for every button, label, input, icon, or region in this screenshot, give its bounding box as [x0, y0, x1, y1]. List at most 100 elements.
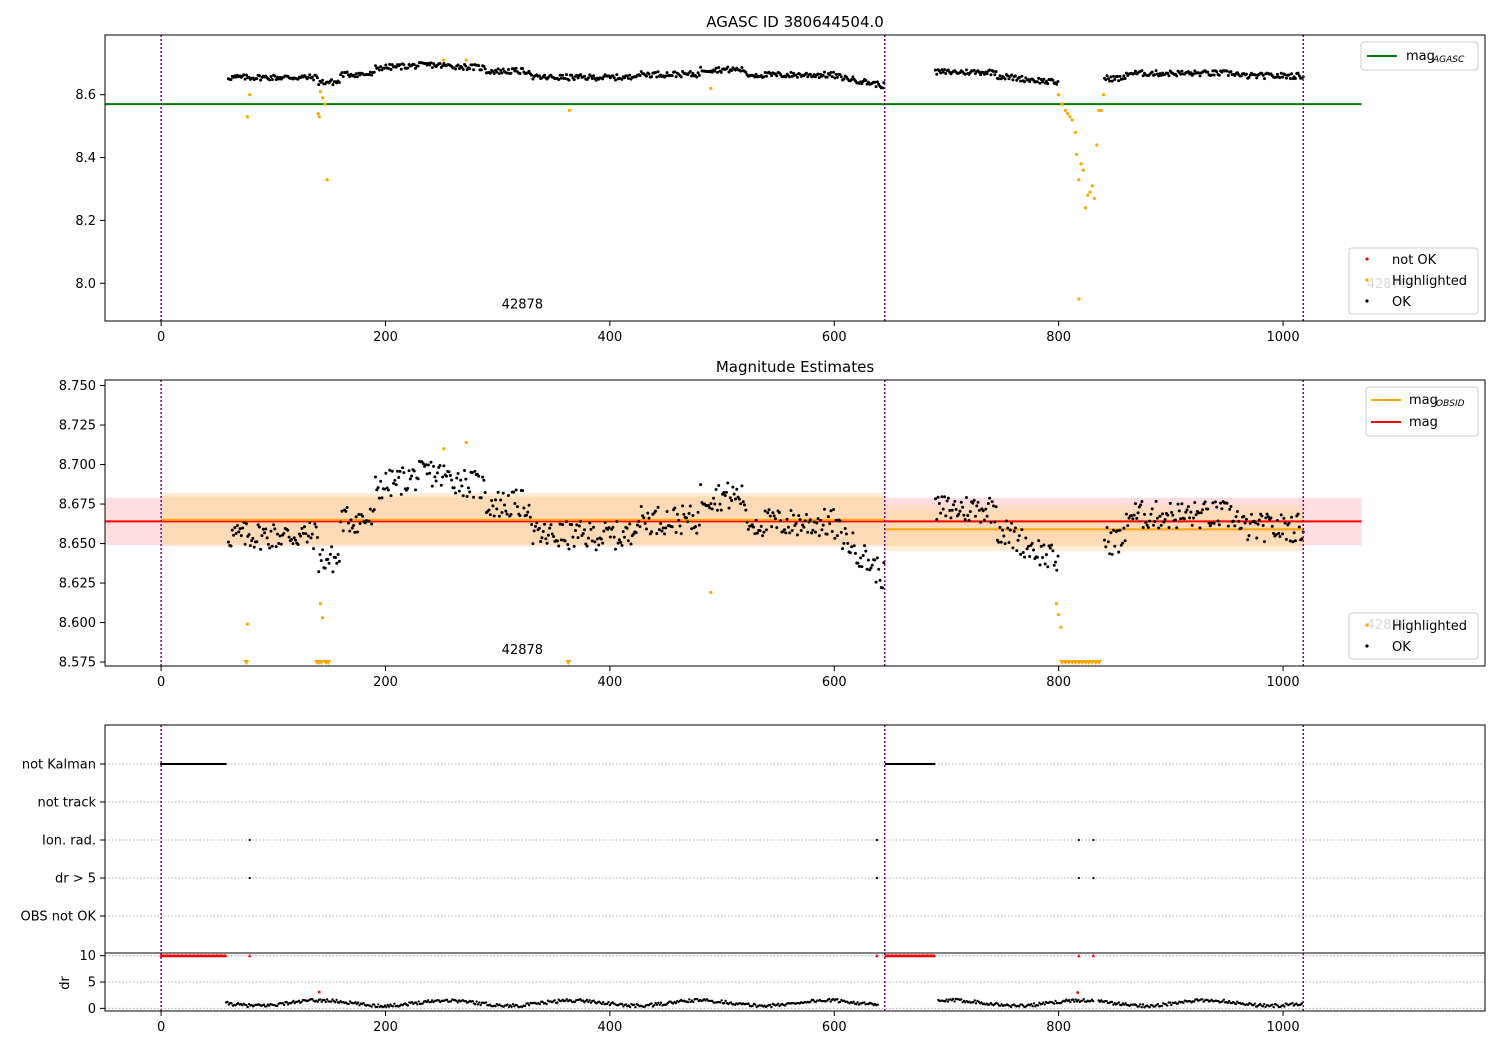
ok-point	[1136, 511, 1140, 515]
ok-point	[564, 520, 568, 524]
ok-point	[935, 517, 939, 521]
ok-point	[794, 73, 798, 77]
dr-point	[246, 1005, 249, 1009]
ok-point	[309, 536, 313, 540]
ok-point	[380, 496, 384, 500]
ok-point	[939, 71, 943, 75]
ok-point	[558, 522, 562, 526]
y-tick-label: 8.575	[59, 656, 96, 671]
ok-point	[797, 514, 801, 518]
ok-point	[527, 503, 531, 507]
dr-point	[754, 1003, 757, 1006]
ok-point	[1244, 517, 1248, 521]
ok-point	[595, 537, 599, 541]
ok-point	[363, 521, 367, 525]
ok-point	[851, 75, 855, 79]
ok-point	[699, 65, 703, 69]
highlighted-point	[323, 102, 327, 106]
ok-point	[788, 531, 792, 535]
dr-point	[1117, 1001, 1120, 1004]
y-tick-label: 10	[79, 949, 96, 964]
ok-point	[1278, 535, 1282, 539]
ok-point	[607, 526, 611, 530]
ok-point	[430, 66, 434, 70]
dr-point	[1140, 1005, 1143, 1009]
ok-point	[754, 518, 758, 522]
ok-point	[1159, 73, 1163, 77]
ok-point	[441, 64, 445, 68]
dr-point	[605, 1002, 609, 1006]
legend-label-agasc-subscript: AGASC	[1432, 55, 1465, 65]
ok-point	[1260, 514, 1264, 518]
ok-point	[615, 73, 619, 77]
ok-point	[754, 72, 758, 76]
legend-mag-agasc: mag AGASC	[1360, 41, 1479, 71]
ok-point	[863, 544, 867, 548]
ok-point	[586, 536, 590, 540]
panel-flags-frame	[104, 724, 1486, 954]
x-tick-label: 600	[822, 675, 847, 690]
ok-point	[726, 65, 730, 69]
ok-point	[779, 519, 783, 523]
ok-point	[673, 506, 677, 510]
dr-point	[1074, 998, 1077, 1001]
ok-point	[570, 523, 574, 527]
ok-point	[317, 83, 321, 87]
ok-point	[531, 542, 535, 546]
legend-label-mag: mag	[1406, 49, 1435, 64]
ok-point	[397, 476, 401, 480]
dr-point	[587, 1000, 590, 1004]
ok-point	[1235, 510, 1239, 514]
dr-point	[1156, 1002, 1160, 1006]
y-tick-label: 8.6	[75, 88, 96, 103]
ok-point	[1126, 524, 1130, 528]
dr-point	[511, 1002, 515, 1006]
ok-point	[390, 469, 394, 473]
ok-point	[490, 498, 494, 502]
ok-point	[1193, 501, 1197, 505]
dr-point	[331, 998, 334, 1001]
ok-point	[1108, 552, 1112, 556]
ok-point	[345, 70, 349, 74]
ok-point	[1253, 521, 1257, 525]
ok-point	[428, 471, 432, 475]
legend-marker-highlighted	[1365, 623, 1369, 627]
ok-point	[1220, 507, 1224, 511]
ok-point	[318, 553, 322, 557]
ok-point	[1013, 526, 1017, 530]
y-tick-label: 5	[88, 976, 96, 991]
ok-point	[861, 554, 865, 558]
ok-point	[473, 469, 477, 473]
ok-point	[1255, 536, 1259, 540]
ok-point	[389, 67, 393, 71]
ok-point	[377, 68, 381, 72]
ok-point	[583, 74, 587, 78]
dr-point	[510, 1005, 513, 1008]
ok-point	[1123, 539, 1127, 543]
ok-point	[626, 76, 630, 80]
dr-point	[316, 1000, 319, 1003]
ok-point	[282, 531, 286, 535]
ok-point	[1110, 552, 1114, 556]
dr-point	[1082, 998, 1085, 1001]
ok-point	[691, 514, 695, 518]
ok-point	[812, 520, 816, 524]
highlighted-point	[1081, 168, 1085, 172]
dr-point	[523, 1004, 527, 1008]
ok-point	[852, 544, 856, 548]
ok-point	[1198, 526, 1202, 530]
dr-point	[265, 1005, 268, 1008]
ok-point	[957, 512, 961, 516]
ok-point	[775, 74, 779, 78]
highlighted-point	[1070, 118, 1074, 122]
dr-point	[659, 1001, 663, 1004]
ok-point	[940, 68, 944, 72]
ok-point	[341, 74, 345, 78]
ok-point	[514, 488, 518, 492]
dr-point	[692, 1000, 695, 1004]
dr-point	[410, 1000, 414, 1004]
ok-point	[352, 523, 356, 527]
dr-point	[1031, 1004, 1034, 1008]
dr-point	[972, 1001, 975, 1004]
ok-point	[992, 70, 996, 74]
